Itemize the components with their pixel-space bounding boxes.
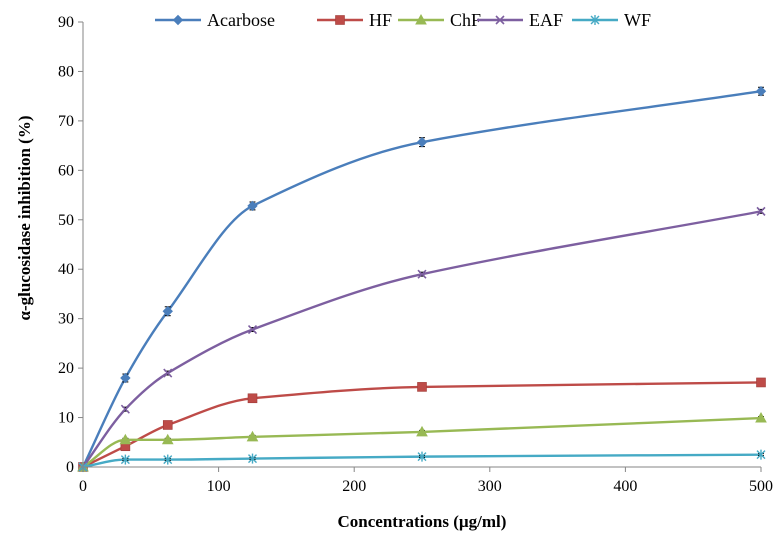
series-acarbose bbox=[77, 86, 767, 473]
y-tick-label: 60 bbox=[58, 162, 74, 179]
series-layer bbox=[77, 86, 767, 473]
data-point bbox=[163, 454, 173, 465]
data-point bbox=[119, 433, 132, 445]
legend-label: HF bbox=[369, 10, 392, 30]
x-axis-title: Concentrations (µg/ml) bbox=[338, 512, 507, 531]
data-point bbox=[755, 86, 767, 97]
axes-layer: 0 10 20 30 40 50 60 70 80 90 0 100 200 300 400 500 bbox=[58, 14, 773, 495]
data-point bbox=[416, 136, 428, 148]
x-tick-label: 0 bbox=[79, 478, 87, 495]
data-point bbox=[417, 382, 427, 392]
data-point bbox=[163, 368, 173, 378]
data-point bbox=[247, 393, 258, 404]
data-point bbox=[162, 306, 173, 317]
y-tick-label: 20 bbox=[58, 360, 74, 377]
data-point bbox=[162, 420, 173, 430]
data-point bbox=[161, 433, 174, 445]
x-tick-label: 500 bbox=[749, 478, 773, 495]
series-chf bbox=[77, 412, 767, 472]
data-point bbox=[248, 453, 257, 464]
legend-swatch-marker bbox=[172, 14, 184, 26]
x-tick-label: 400 bbox=[613, 478, 637, 495]
data-point bbox=[247, 200, 258, 212]
x-tick-label: 100 bbox=[207, 478, 231, 495]
data-point bbox=[417, 451, 427, 462]
legend-item-acarbose: Acarbose bbox=[155, 10, 275, 30]
legend-swatch-marker bbox=[415, 13, 427, 25]
data-point bbox=[417, 269, 427, 279]
marker-stroke bbox=[495, 15, 505, 25]
y-tick-label: 10 bbox=[58, 410, 74, 427]
legend-item-hf: HF bbox=[317, 10, 392, 30]
y-tick-label: 70 bbox=[58, 113, 74, 130]
marker-stroke bbox=[417, 269, 427, 279]
y-tick-label: 50 bbox=[58, 212, 74, 229]
y-tick-label: 0 bbox=[66, 459, 74, 476]
legend-label: EAF bbox=[529, 10, 563, 30]
series-line bbox=[82, 453, 762, 469]
marker-stroke bbox=[120, 404, 130, 414]
legend-item-wf: WF bbox=[572, 10, 651, 30]
y-tick-label: 30 bbox=[58, 311, 74, 328]
marker-stroke bbox=[163, 368, 173, 378]
data-point bbox=[247, 324, 258, 335]
marker-stroke bbox=[756, 206, 766, 216]
data-point bbox=[120, 404, 130, 414]
y-axis-title: α-glucosidase inhibition (%) bbox=[15, 115, 34, 320]
marker-stroke bbox=[247, 324, 258, 335]
y-tick-label: 90 bbox=[58, 14, 74, 31]
legend-swatch-marker bbox=[495, 15, 505, 25]
legend-swatch-marker bbox=[590, 15, 600, 25]
data-point bbox=[120, 454, 130, 465]
legend-label: WF bbox=[624, 10, 651, 30]
data-point bbox=[756, 377, 766, 388]
legend-item-chf: ChF bbox=[398, 10, 481, 30]
data-point bbox=[120, 372, 131, 384]
x-tick-label: 300 bbox=[478, 478, 502, 495]
y-tick-label: 40 bbox=[58, 261, 74, 278]
legend-label: Acarbose bbox=[207, 10, 275, 30]
x-tick-label: 200 bbox=[342, 478, 366, 495]
series-wf bbox=[78, 449, 766, 472]
legend: Acarbose HF ChF EAF WF bbox=[155, 10, 651, 30]
data-point bbox=[416, 425, 428, 437]
series-line bbox=[81, 90, 762, 468]
y-tick-label: 80 bbox=[58, 63, 74, 80]
data-point bbox=[756, 206, 766, 216]
legend-swatch-marker bbox=[335, 15, 345, 25]
legend-label: ChF bbox=[450, 10, 481, 30]
data-point bbox=[756, 449, 766, 460]
data-point bbox=[246, 430, 259, 442]
legend-item-eaf: EAF bbox=[477, 10, 563, 30]
data-point bbox=[755, 412, 767, 423]
